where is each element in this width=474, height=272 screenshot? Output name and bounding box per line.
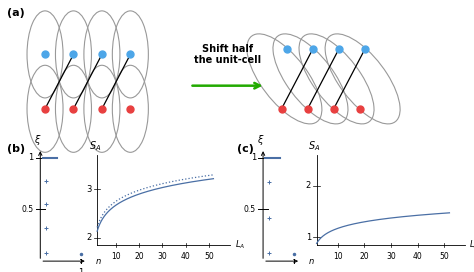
Text: $S_A$: $S_A$ — [308, 140, 320, 153]
Text: $\xi$: $\xi$ — [34, 133, 42, 147]
Text: 1: 1 — [78, 268, 83, 272]
Text: 30: 30 — [157, 252, 167, 261]
Text: 10: 10 — [111, 252, 120, 261]
Text: 1: 1 — [28, 153, 33, 162]
Text: (b): (b) — [7, 144, 25, 154]
Text: 20: 20 — [360, 252, 369, 261]
Text: 50: 50 — [439, 252, 449, 261]
Text: 30: 30 — [386, 252, 396, 261]
Text: 1: 1 — [306, 233, 311, 242]
Text: $S_A$: $S_A$ — [89, 140, 101, 153]
Text: Shift half
the unit-cell: Shift half the unit-cell — [194, 44, 261, 65]
Text: 2: 2 — [86, 233, 91, 242]
Text: 20: 20 — [134, 252, 144, 261]
Text: 3: 3 — [86, 185, 91, 194]
Text: (c): (c) — [237, 144, 254, 154]
Text: 40: 40 — [413, 252, 422, 261]
Text: 2: 2 — [306, 181, 311, 190]
Text: 40: 40 — [181, 252, 191, 261]
Text: 0.5: 0.5 — [21, 205, 33, 214]
Text: $\xi$: $\xi$ — [257, 133, 264, 147]
Text: $n$: $n$ — [308, 256, 315, 266]
Text: 10: 10 — [333, 252, 343, 261]
Text: 1: 1 — [251, 153, 256, 162]
Text: $n$: $n$ — [95, 256, 101, 266]
Text: $L_A$: $L_A$ — [235, 239, 245, 251]
Text: (a): (a) — [7, 8, 25, 18]
Text: 50: 50 — [204, 252, 214, 261]
Text: 0.5: 0.5 — [244, 205, 256, 214]
Text: $L_A$: $L_A$ — [469, 239, 474, 251]
